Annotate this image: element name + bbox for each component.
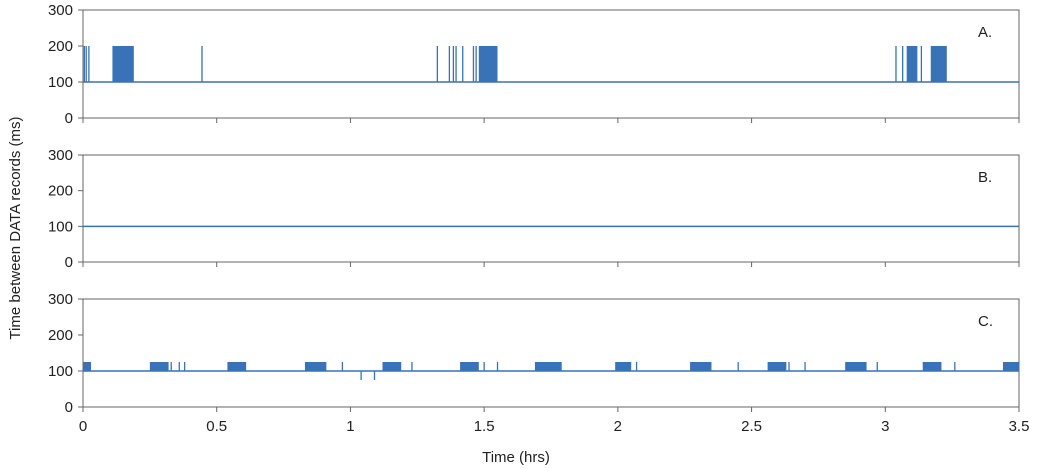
x-tick-label: 0 <box>79 418 87 435</box>
x-tick-label: 1 <box>346 418 354 435</box>
y-tick-label: 200 <box>48 327 73 344</box>
data-burst <box>534 362 562 371</box>
data-burst <box>460 362 479 371</box>
data-burst <box>227 362 247 371</box>
data-burst <box>304 362 327 371</box>
chart-panels: 0 100 200 300 A. 0 100 200 300 B. 0 100 200 300 C. <box>48 2 1020 416</box>
data-burst <box>906 46 918 82</box>
panel-3: 0 100 200 300 C. <box>48 291 1020 416</box>
data-burst <box>615 362 632 371</box>
x-tick-label: 2.5 <box>741 418 762 435</box>
data-burst <box>382 362 402 371</box>
x-axis: 0 0.5 1 1.5 2 2.5 3 3.5 <box>79 418 1030 435</box>
panel-label: A. <box>978 24 992 41</box>
x-tick-label: 0.5 <box>206 418 227 435</box>
y-tick-label: 200 <box>48 183 73 200</box>
data-burst <box>922 362 942 371</box>
y-tick-label: 0 <box>65 110 73 127</box>
y-tick-label: 300 <box>48 2 73 19</box>
data-burst <box>112 46 134 82</box>
y-tick-label: 0 <box>65 399 73 416</box>
x-tick-label: 3 <box>881 418 889 435</box>
data-burst <box>478 46 498 82</box>
data-burst <box>83 362 92 371</box>
x-axis-title: Time (hrs) <box>482 449 550 466</box>
data-burst <box>690 362 712 371</box>
y-tick-label: 0 <box>65 254 73 271</box>
panel-label: B. <box>978 169 992 186</box>
x-tick-label: 2 <box>614 418 622 435</box>
y-axis-title: Time between DATA records (ms) <box>7 116 24 339</box>
y-tick-label: 100 <box>48 218 73 235</box>
panel-frame <box>82 298 1020 408</box>
panel-frame <box>82 154 1020 263</box>
y-tick-label: 100 <box>48 74 73 91</box>
y-tick-label: 300 <box>48 147 73 164</box>
data-burst <box>767 362 787 371</box>
y-tick-label: 100 <box>48 363 73 380</box>
x-tick-label: 1.5 <box>474 418 495 435</box>
data-burst <box>149 362 169 371</box>
data-burst <box>930 46 947 82</box>
panel-1: 0 100 200 300 A. <box>48 2 1020 127</box>
panel-frame <box>82 9 1020 119</box>
panel-label: C. <box>978 313 993 330</box>
data-burst <box>845 362 867 371</box>
x-tick-label: 3.5 <box>1009 418 1030 435</box>
panel-2: 0 100 200 300 B. <box>48 147 1020 271</box>
data-burst <box>1002 362 1019 371</box>
y-tick-label: 300 <box>48 291 73 308</box>
y-tick-label: 200 <box>48 38 73 55</box>
